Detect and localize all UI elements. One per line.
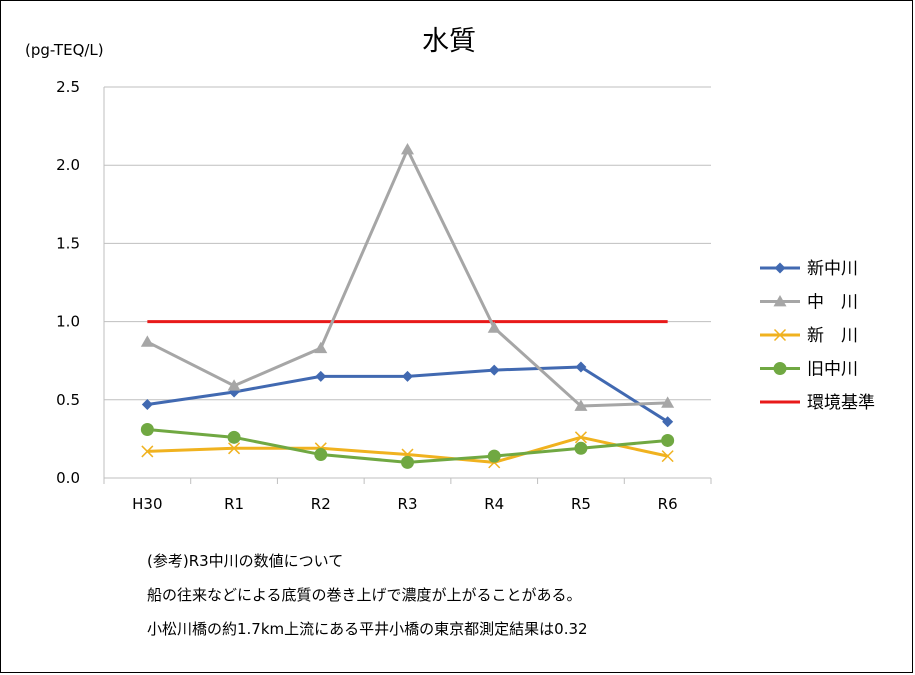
data-point — [575, 361, 587, 373]
data-point — [228, 442, 241, 455]
data-point — [314, 341, 328, 354]
legend-marker — [773, 362, 787, 375]
x-tick-label: H30 — [132, 495, 162, 513]
x-tick-label: R2 — [311, 495, 331, 513]
legend-label: 環境基準 — [807, 393, 875, 413]
data-point — [141, 398, 153, 410]
x-tick-label: R1 — [224, 495, 244, 513]
data-point — [140, 423, 154, 437]
y-axis-unit-label: (pg-TEQ/L) — [25, 41, 104, 59]
data-point — [402, 370, 413, 382]
data-point — [487, 449, 501, 463]
y-tick-label: 1.5 — [56, 234, 80, 252]
legend-label: 新 川 — [807, 326, 858, 346]
data-point — [661, 450, 674, 463]
y-tick-label: 2.5 — [56, 78, 80, 96]
series-3 — [140, 423, 675, 469]
data-point — [140, 335, 154, 347]
x-marker-stroke — [574, 431, 587, 444]
legend-item: 新 川 — [760, 326, 858, 346]
data-point — [661, 433, 675, 447]
data-point — [662, 416, 674, 428]
y-tick-label: 0.0 — [56, 469, 80, 487]
data-point — [141, 445, 154, 458]
data-point — [315, 370, 327, 382]
chart-title: 水質 — [422, 26, 476, 57]
y-tick-label: 1.0 — [56, 313, 80, 331]
y-tick-label: 2.0 — [56, 156, 80, 174]
x-tick-label: R6 — [658, 495, 678, 513]
legend-label: 中 川 — [807, 293, 858, 313]
data-point — [487, 321, 501, 333]
note-heading: (参考)R3中川の数値について — [147, 552, 344, 570]
x-tick-label: R5 — [571, 495, 591, 513]
note-line-2: 小松川橋の約1.7km上流にある平井小橋の東京都測定結果は0.32 — [147, 620, 588, 638]
series-1 — [140, 143, 675, 411]
legend-marker — [773, 295, 787, 307]
data-point — [488, 364, 500, 376]
x-marker-stroke — [228, 442, 241, 455]
series-0 — [141, 361, 674, 428]
legend-item: 環境基準 — [760, 393, 875, 413]
legend-marker — [774, 262, 786, 274]
x-marker-stroke — [661, 450, 674, 463]
note-line-1: 船の往来などによる底質の巻き上げで濃度が上がることがある。 — [147, 586, 582, 604]
data-point — [661, 396, 675, 408]
y-tick-label: 0.5 — [56, 391, 80, 409]
axes: 0.0 0.5 1.0 1.5 2.0 2.5 H30 R1 R2 R3 R4 R5 R6 — [56, 78, 712, 513]
legend-item: 新中川 — [760, 259, 858, 279]
data-point — [401, 455, 414, 469]
legend-item: 旧中川 — [760, 360, 858, 380]
data-point — [574, 441, 588, 455]
x-tick-label: R4 — [484, 495, 504, 513]
x-marker-stroke — [141, 445, 154, 458]
data-point — [227, 430, 241, 444]
data-point — [574, 431, 587, 444]
x-marker-stroke — [773, 328, 787, 342]
legend-marker — [773, 328, 787, 342]
legend-label: 旧中川 — [807, 360, 858, 380]
series-lines — [140, 143, 675, 469]
data-point — [401, 143, 414, 155]
data-point — [227, 379, 241, 391]
x-tick-label: R3 — [398, 495, 418, 513]
legend-label: 新中川 — [807, 259, 858, 279]
data-point — [314, 448, 328, 462]
legend-item: 中 川 — [760, 293, 858, 313]
data-point — [574, 399, 588, 411]
series-line — [146, 148, 668, 408]
